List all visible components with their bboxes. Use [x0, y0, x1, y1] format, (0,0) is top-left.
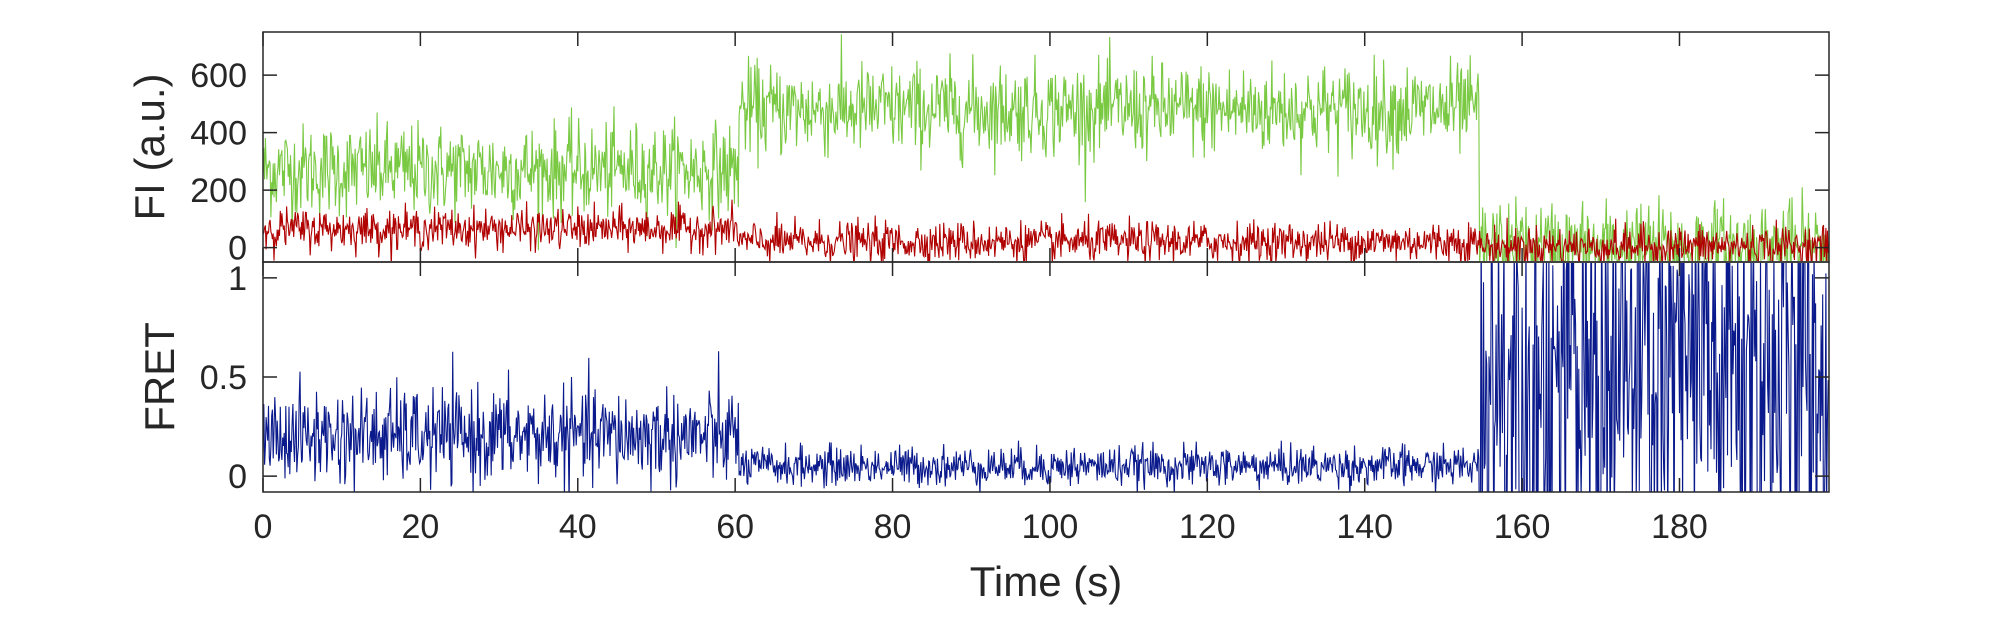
- fret-panel-frame: [262, 261, 1830, 493]
- fret-panel: 00.51 0 20 40 60 80 100 120 140 160 180 FRET Time…: [136, 32, 1830, 605]
- bottom-series-line-0: [263, 263, 1829, 492]
- intensity-panel: 0 200 400 600 FI (a.u.): [126, 31, 1830, 268]
- x-tick-label: 40: [559, 508, 597, 546]
- top-y-tick-label: 600: [190, 57, 247, 95]
- top-series-line-1: [263, 199, 1829, 261]
- intensity-y-ticks: 0 200 400 600: [190, 57, 1829, 268]
- x-tick-label: 60: [716, 508, 754, 546]
- fret-series-group: [263, 263, 1829, 492]
- x-tick-label: 80: [874, 508, 912, 546]
- intensity-series-group: [263, 34, 1829, 261]
- x-tick-label: 120: [1179, 508, 1236, 546]
- time-x-ticks: 0 20 40 60 80 100 120 140 160 180: [254, 32, 1708, 546]
- bottom-y-tick-label: 0: [228, 458, 247, 496]
- fret-y-axis-title: FRET: [136, 322, 183, 432]
- top-y-tick-label: 0: [228, 230, 247, 268]
- x-tick-label: 100: [1022, 508, 1079, 546]
- x-tick-label: 0: [254, 508, 273, 546]
- x-tick-label: 20: [401, 508, 439, 546]
- intensity-y-axis-title: FI (a.u.): [126, 73, 173, 220]
- x-tick-label: 140: [1336, 508, 1393, 546]
- x-tick-label: 160: [1494, 508, 1551, 546]
- top-series-line-0: [263, 34, 1829, 261]
- bottom-y-tick-label: 1: [228, 260, 247, 298]
- x-tick-label: 180: [1651, 508, 1708, 546]
- top-y-tick-label: 200: [190, 172, 247, 210]
- time-x-axis-title: Time (s): [970, 558, 1122, 605]
- fret-y-ticks: 00.51: [200, 260, 1829, 496]
- top-y-tick-label: 400: [190, 115, 247, 153]
- bottom-y-tick-label: 0.5: [200, 359, 247, 397]
